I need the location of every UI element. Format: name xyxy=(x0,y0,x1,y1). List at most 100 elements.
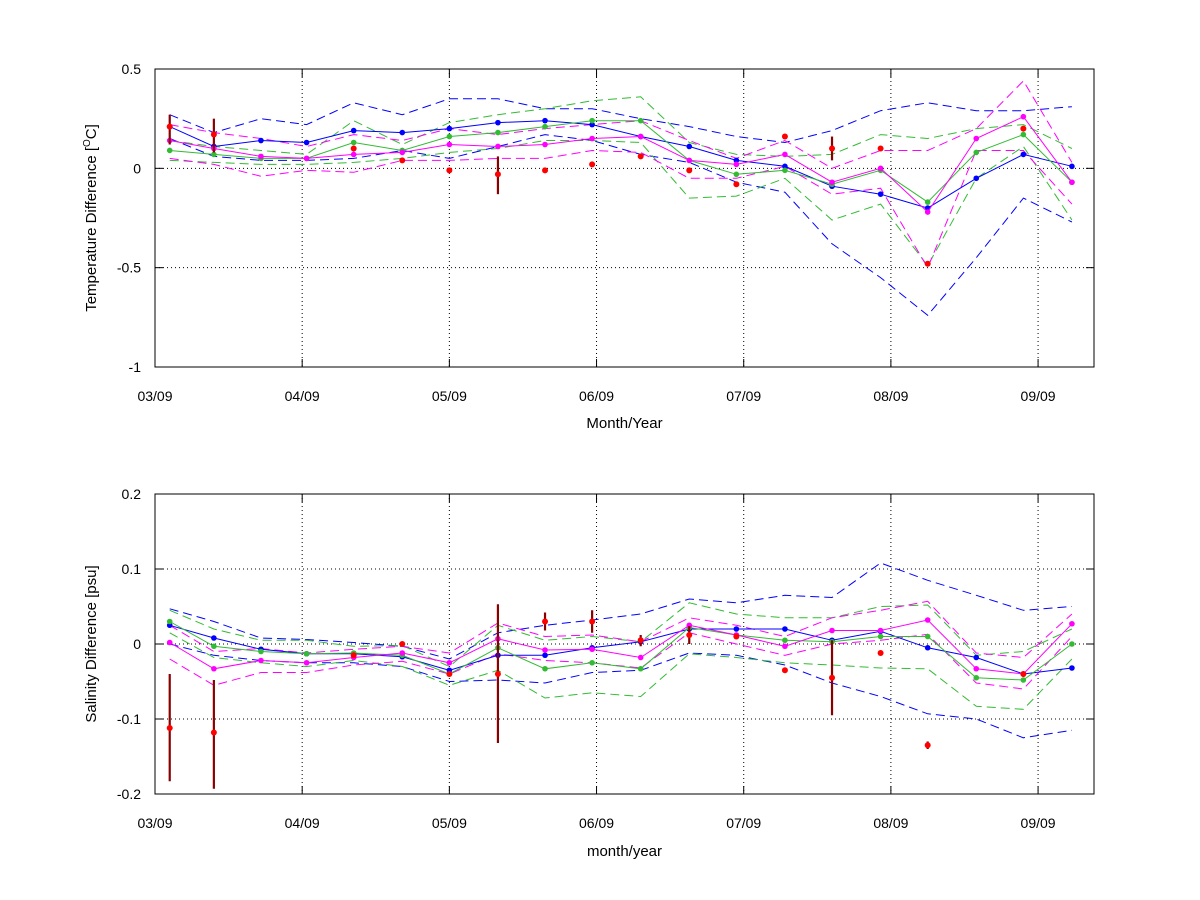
series-line-1 xyxy=(169,98,1072,144)
series-point-6 xyxy=(446,659,453,666)
y-tick-label: -0.2 xyxy=(117,786,141,802)
y-axis-label-text: Temperature Difference [ xyxy=(83,146,100,312)
series-point-6 xyxy=(303,155,310,162)
observation-point xyxy=(589,618,596,625)
series-point-0 xyxy=(782,163,788,170)
series-point-3 xyxy=(637,117,644,124)
y-tick-label: -1 xyxy=(129,359,142,375)
x-tick-label: 08/09 xyxy=(873,388,908,404)
observation-point xyxy=(733,633,740,640)
series-point-6 xyxy=(877,627,884,634)
y-tick-label: -0.1 xyxy=(117,711,141,727)
plot-frame xyxy=(154,68,1095,368)
series-point-6 xyxy=(829,627,835,634)
series-point-3 xyxy=(258,648,264,655)
x-tick-label: 04/09 xyxy=(285,815,320,831)
series-point-6 xyxy=(733,161,740,168)
series-point-3 xyxy=(211,151,217,158)
series-line-7 xyxy=(169,600,1073,659)
observation-point xyxy=(781,133,788,140)
series-point-0 xyxy=(495,119,501,126)
x-tick-label: 05/09 xyxy=(432,815,467,831)
series-point-6 xyxy=(973,665,980,672)
x-tick-label: 03/09 xyxy=(137,388,172,404)
x-tick-label: 06/09 xyxy=(579,815,614,831)
observation-point xyxy=(166,725,173,731)
x-tick-label: 04/09 xyxy=(285,388,320,404)
series-point-0 xyxy=(1069,163,1075,170)
observation-point xyxy=(542,167,549,174)
series-point-3 xyxy=(733,171,740,178)
series-line-0 xyxy=(169,120,1073,209)
series-line-2 xyxy=(169,134,1073,316)
series-point-3 xyxy=(782,637,788,644)
series-point-6 xyxy=(211,665,217,672)
observation-point xyxy=(210,131,217,138)
x-tick-label: 07/09 xyxy=(726,388,761,404)
series-point-6 xyxy=(542,647,548,653)
observation-point xyxy=(1020,671,1027,677)
series-line-8 xyxy=(169,149,1073,269)
series-point-6 xyxy=(446,141,453,148)
series-point-3 xyxy=(542,665,548,672)
observation-point xyxy=(637,153,644,160)
series-point-6 xyxy=(495,143,501,150)
observation-point xyxy=(446,167,453,174)
series-point-3 xyxy=(1020,131,1027,138)
observation-point xyxy=(829,674,836,681)
observation-point xyxy=(829,145,836,152)
observation-point xyxy=(1020,125,1027,132)
series-point-0 xyxy=(973,175,980,182)
observation-point xyxy=(399,641,406,647)
series-point-0 xyxy=(303,139,310,146)
y-axis-label: Salinity Difference [psu] xyxy=(83,565,100,722)
series-point-6 xyxy=(924,617,931,623)
series-point-3 xyxy=(446,133,453,140)
series-point-6 xyxy=(782,151,788,158)
series-point-3 xyxy=(589,117,595,124)
series-point-6 xyxy=(350,151,357,158)
y-tick-label: 0.5 xyxy=(122,61,142,77)
observation-point xyxy=(589,161,596,168)
series-point-3 xyxy=(542,123,548,130)
series-line-5 xyxy=(169,140,1073,267)
series-point-0 xyxy=(686,143,693,150)
series-point-3 xyxy=(973,149,980,156)
x-tick-label: 08/09 xyxy=(873,815,908,831)
y-tick-label: -0.5 xyxy=(117,260,141,276)
series-point-6 xyxy=(829,179,835,186)
series-point-6 xyxy=(399,149,406,156)
observation-point xyxy=(733,181,740,188)
series-point-3 xyxy=(973,674,980,681)
observation-point xyxy=(877,650,884,656)
series-point-6 xyxy=(258,657,264,664)
series-point-3 xyxy=(211,643,217,650)
series-point-6 xyxy=(399,650,406,656)
series-point-3 xyxy=(877,633,884,640)
series-point-3 xyxy=(495,129,501,136)
series-point-0 xyxy=(782,626,788,632)
series-point-6 xyxy=(973,135,980,142)
series-point-3 xyxy=(924,633,931,640)
y-axis-label-unit: C] xyxy=(83,124,100,139)
series-point-3 xyxy=(637,665,644,672)
series-point-0 xyxy=(973,654,980,661)
series-point-6 xyxy=(782,643,788,650)
series-point-3 xyxy=(1020,677,1027,683)
y-axis-label-text: Salinity Difference [psu] xyxy=(83,565,100,722)
observation-point xyxy=(494,171,501,178)
series-point-6 xyxy=(258,153,264,160)
series-point-6 xyxy=(166,639,173,646)
series-point-3 xyxy=(166,147,173,154)
temperature-panel: 03/09 04/09 05/09 06/09 07/09 08/09 09/09 0.5 0 -… xyxy=(82,61,1095,432)
observation-point xyxy=(494,671,501,677)
series-point-6 xyxy=(637,654,644,661)
observation-point xyxy=(542,618,549,625)
series-point-3 xyxy=(589,659,595,666)
observation-point xyxy=(446,671,453,677)
series-line-6 xyxy=(169,116,1073,213)
series-point-3 xyxy=(924,199,931,205)
series-point-0 xyxy=(211,635,217,641)
series-point-3 xyxy=(350,139,357,146)
